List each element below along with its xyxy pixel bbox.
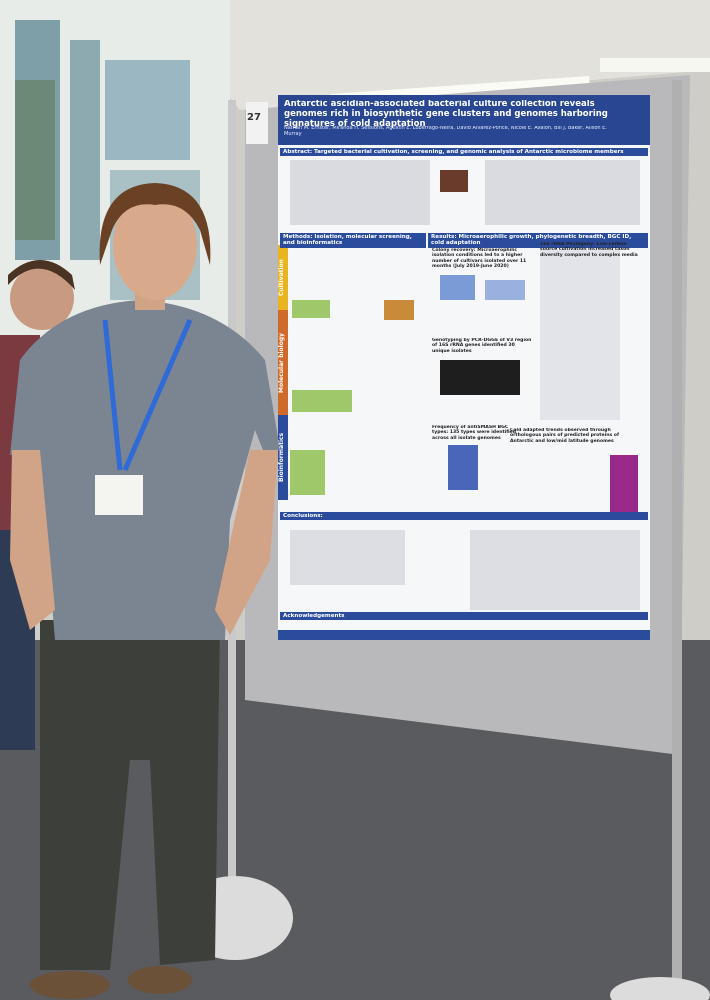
poster-text-block bbox=[470, 530, 640, 610]
hair bbox=[8, 260, 75, 290]
side-bar-cultivation bbox=[278, 245, 288, 310]
poster-figure bbox=[440, 360, 520, 395]
side-label: Cultivation bbox=[278, 259, 285, 296]
name-badge bbox=[95, 475, 143, 515]
poster-authors: Nathan M. Ernster, Miranda H. Sessions, … bbox=[284, 126, 607, 137]
side-label: Molecular biology bbox=[278, 332, 285, 393]
poster-figure bbox=[292, 390, 352, 412]
poster-figure bbox=[384, 300, 414, 320]
section-heading: Results: Microaerophilic growth, phyloge… bbox=[428, 233, 648, 248]
shoe bbox=[128, 966, 192, 994]
poster-figure bbox=[485, 280, 525, 300]
poster-figure bbox=[440, 275, 475, 300]
poster-text-block bbox=[290, 160, 430, 225]
arm bbox=[215, 450, 278, 635]
poster-text-block bbox=[290, 530, 405, 585]
poster-figure bbox=[290, 450, 325, 495]
ceiling-light bbox=[600, 58, 710, 72]
figure-caption: Genotyping by PCR-DGGE of V3 region of 1… bbox=[432, 338, 532, 354]
poster-title-bar bbox=[278, 95, 650, 145]
poster-text-block bbox=[485, 160, 640, 225]
stand-base bbox=[610, 977, 710, 1000]
poster-figure bbox=[440, 170, 468, 192]
face bbox=[113, 190, 197, 300]
window bbox=[105, 60, 190, 160]
side-bar-molecular bbox=[278, 310, 288, 415]
section-heading: Acknowledgements bbox=[280, 612, 648, 621]
figure-caption: Colony recovery: Microaerophilic isolati… bbox=[432, 248, 527, 269]
hair bbox=[99, 183, 211, 265]
board-number-card bbox=[246, 102, 268, 144]
trees bbox=[15, 80, 55, 240]
poster-footer bbox=[278, 630, 650, 640]
section-heading: Conclusions: bbox=[280, 512, 648, 521]
side-label: Bioinformatics bbox=[278, 432, 285, 483]
poster-figure bbox=[292, 300, 330, 318]
poster-figure bbox=[448, 445, 478, 490]
figure-caption: 16S rRNA Phylogeny: Low-carbon source cu… bbox=[540, 242, 638, 258]
figure-caption: Frequency of antiSMASH BGC types: 135 ty… bbox=[432, 425, 517, 441]
window bbox=[70, 40, 100, 260]
arm bbox=[10, 450, 55, 630]
presenter bbox=[10, 183, 280, 999]
poster-figure bbox=[540, 250, 620, 420]
figure-caption: Cold adapted trends observed through ort… bbox=[510, 428, 619, 444]
section-heading: Abstract: Targeted bacterial cultivation… bbox=[280, 148, 648, 157]
head bbox=[10, 266, 74, 330]
stand-pole bbox=[672, 80, 682, 1000]
trousers bbox=[40, 620, 220, 970]
poster-figure bbox=[610, 455, 638, 520]
shirt bbox=[10, 300, 280, 640]
shoe bbox=[30, 971, 110, 999]
board-number: 27 bbox=[247, 112, 261, 123]
poster-title: Antarctic ascidian-associated bacterial … bbox=[284, 100, 608, 129]
lanyard bbox=[102, 319, 193, 471]
section-heading: Methods: Isolation, molecular screening,… bbox=[280, 233, 426, 248]
